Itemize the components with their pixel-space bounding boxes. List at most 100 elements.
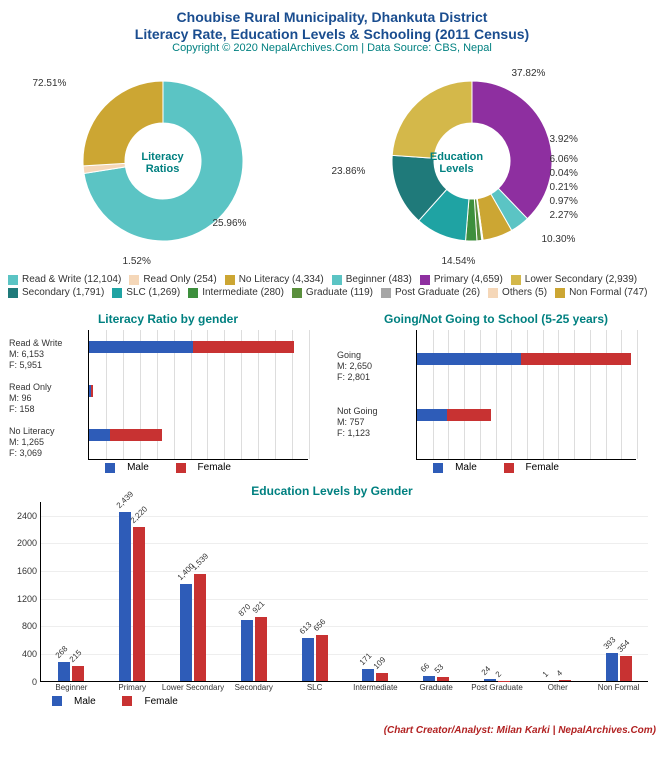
bar-female	[376, 673, 388, 681]
donut-literacy: LiteracyRatios 72.51%1.52%25.96%	[23, 66, 303, 266]
legend-item: Others (5)	[488, 287, 547, 298]
legend-swatch	[129, 275, 139, 285]
bar-male	[119, 512, 131, 681]
x-label: Secondary	[235, 683, 273, 692]
bar-value: 4	[554, 669, 564, 679]
legend-item: Beginner (483)	[332, 274, 412, 285]
legend-female: Female	[116, 696, 183, 707]
x-label: Intermediate	[353, 683, 397, 692]
title-line2: Literacy Rate, Education Levels & School…	[8, 26, 656, 42]
bar-male	[241, 620, 253, 680]
bar-female	[255, 617, 267, 681]
hbar-group: Read & WriteM: 6,153F: 5,951	[89, 336, 309, 372]
legend-item: Secondary (1,791)	[8, 287, 104, 298]
legend-male: Male	[99, 462, 155, 473]
grid-line	[41, 543, 648, 544]
hbar-group: No LiteracyM: 1,265F: 3,069	[89, 424, 309, 460]
pct-label: 3.92%	[550, 134, 578, 145]
legend-swatch	[8, 275, 18, 285]
legend-item: Graduate (119)	[292, 287, 373, 298]
female-label: Female	[144, 696, 177, 707]
x-label: Beginner	[55, 683, 87, 692]
donut-literacy-center: LiteracyRatios	[23, 151, 303, 175]
bar-value: 215	[68, 648, 84, 664]
pct-label: 6.06%	[550, 154, 578, 165]
hbar-group: GoingM: 2,650F: 2,801	[417, 348, 637, 384]
legend-female: Female	[170, 462, 237, 473]
bar-male	[89, 341, 193, 353]
donut-literacy-center-text: LiteracyRatios	[141, 151, 183, 175]
legend-label: Intermediate (280)	[202, 287, 284, 298]
bar-female	[437, 677, 449, 681]
bar-female	[316, 635, 328, 680]
bar-male	[89, 429, 110, 441]
legend-item: Lower Secondary (2,939)	[511, 274, 637, 285]
y-tick: 2400	[17, 511, 41, 521]
bar-female	[91, 385, 94, 397]
legend-swatch	[488, 288, 498, 298]
legend-label: Read Only (254)	[143, 274, 216, 285]
grid-line	[41, 599, 648, 600]
legend-label: Non Formal (747)	[569, 287, 647, 298]
bar-female	[521, 353, 631, 365]
y-tick: 1600	[17, 566, 41, 576]
male-label: Male	[74, 696, 96, 707]
bar-male	[606, 653, 618, 680]
legend-swatch	[332, 275, 342, 285]
pct-label: 1.52%	[123, 256, 151, 267]
bar-female	[194, 574, 206, 681]
vbar-education-title: Education Levels by Gender	[8, 484, 656, 498]
title-line1: Choubise Rural Municipality, Dhankuta Di…	[8, 8, 656, 26]
hbar-school-chart: GoingM: 2,650F: 2,801 Not GoingM: 757F: …	[416, 330, 636, 460]
legend-item: SLC (1,269)	[112, 287, 180, 298]
pct-label: 0.21%	[550, 182, 578, 193]
hbar-label: Read OnlyM: 96F: 158	[9, 382, 89, 414]
pct-label: 10.30%	[542, 234, 576, 245]
bar-male	[417, 409, 447, 421]
bar-male	[423, 676, 435, 681]
male-label: Male	[127, 462, 149, 473]
pct-label: 14.54%	[442, 256, 476, 267]
bar-female	[133, 527, 145, 681]
donut-education: EducationLevels 37.82%3.92%6.06%0.04%0.2…	[332, 66, 642, 266]
bar-value: 66	[419, 661, 432, 674]
bar-value: 870	[236, 603, 252, 619]
female-label: Female	[198, 462, 231, 473]
donut-row: LiteracyRatios 72.51%1.52%25.96% Educati…	[8, 66, 656, 266]
legend-swatch	[112, 288, 122, 298]
hbar-school-legend: Male Female	[336, 462, 656, 476]
combined-legend: Read & Write (12,104)Read Only (254)No L…	[8, 274, 656, 300]
legend-swatch	[225, 275, 235, 285]
vbar-education-panel: Education Levels by Gender 0400800120016…	[8, 484, 656, 710]
legend-item: Primary (4,659)	[420, 274, 503, 285]
legend-item: Read Only (254)	[129, 274, 216, 285]
bar-value: 1,539	[190, 552, 211, 573]
legend-item: Intermediate (280)	[188, 287, 284, 298]
hbar-label: No LiteracyM: 1,265F: 3,069	[9, 426, 89, 458]
bar-value: 109	[372, 655, 388, 671]
pct-label: 37.82%	[512, 68, 546, 79]
hbar-literacy-legend: Male Female	[8, 462, 328, 476]
pct-label: 72.51%	[33, 78, 67, 89]
legend-swatch	[555, 288, 565, 298]
hbar-literacy-panel: Literacy Ratio by gender Read & WriteM: …	[8, 312, 328, 476]
pct-label: 23.86%	[332, 166, 366, 177]
legend-item: Non Formal (747)	[555, 287, 647, 298]
x-label: Other	[548, 683, 568, 692]
title-copyright: Copyright © 2020 NepalArchives.Com | Dat…	[8, 42, 656, 54]
hbar-row: Literacy Ratio by gender Read & WriteM: …	[8, 312, 656, 476]
bar-value: 921	[250, 599, 266, 615]
vbar-education-legend: Male Female	[40, 696, 656, 710]
donut-slice	[392, 81, 472, 158]
bar-male	[362, 669, 374, 681]
hbar-school-panel: Going/Not Going to School (5-25 years) G…	[336, 312, 656, 476]
legend-label: Read & Write (12,104)	[22, 274, 121, 285]
hbar-group: Read OnlyM: 96F: 158	[89, 380, 309, 416]
legend-swatch	[292, 288, 302, 298]
title-block: Choubise Rural Municipality, Dhankuta Di…	[8, 8, 656, 54]
bar-value: 1	[540, 669, 550, 679]
chart-container: Choubise Rural Municipality, Dhankuta Di…	[0, 0, 664, 744]
legend-swatch	[8, 288, 18, 298]
y-tick: 1200	[17, 594, 41, 604]
legend-swatch	[188, 288, 198, 298]
